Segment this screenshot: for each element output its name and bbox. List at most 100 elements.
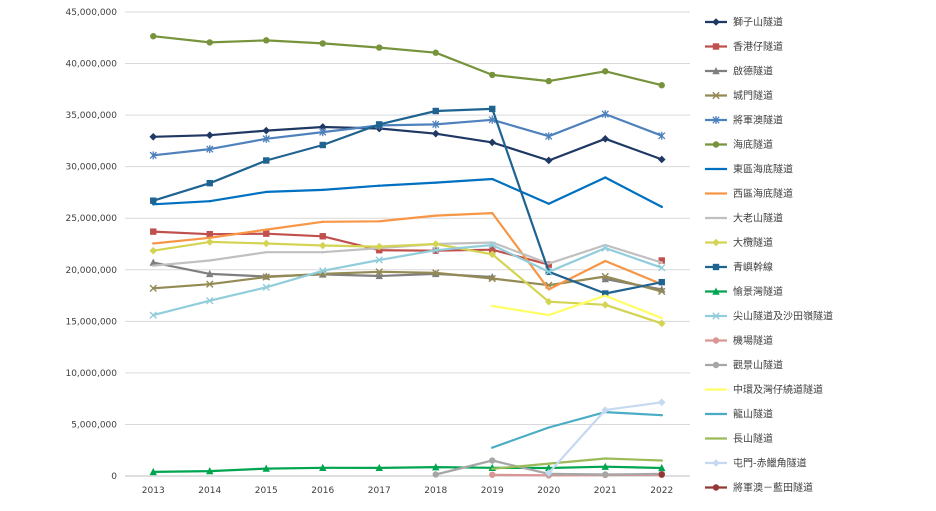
series-10 xyxy=(149,238,666,328)
data-point xyxy=(262,464,270,472)
data-point xyxy=(375,463,383,472)
legend-label: 西區海底隧道 xyxy=(733,187,793,200)
legend-label: 大老山隧道 xyxy=(733,212,783,225)
data-point xyxy=(658,287,666,296)
legend-label: 東區海底隧道 xyxy=(733,163,793,176)
legend-item: 啟德隧道 xyxy=(705,65,773,78)
data-point xyxy=(491,467,494,470)
legend-label: 獅子山隧道 xyxy=(733,16,783,29)
legend: 獅子山隧道香港仔隧道啟德隧道城門隧道將軍澳隧道海底隧道東區海底隧道西區海底隧道大… xyxy=(705,16,833,494)
data-point xyxy=(488,138,497,147)
y-tick-label: 15,000,000 xyxy=(65,317,117,327)
legend-label: 啟德隧道 xyxy=(733,65,773,78)
legend-label: 青嶼幹線 xyxy=(733,261,773,274)
legend-label: 大欖隧道 xyxy=(733,236,773,249)
data-point xyxy=(489,71,496,79)
data-point xyxy=(321,188,324,192)
data-point xyxy=(149,467,157,476)
data-point xyxy=(657,155,666,164)
data-point xyxy=(489,246,496,253)
data-point xyxy=(658,257,665,264)
legend-label: 香港仔隧道 xyxy=(733,40,783,53)
legend-marker xyxy=(712,337,720,344)
series-4 xyxy=(149,268,666,296)
series-lines xyxy=(149,33,666,479)
data-point xyxy=(319,463,327,471)
data-point xyxy=(660,413,663,417)
series-line xyxy=(152,176,663,208)
data-point xyxy=(601,462,609,470)
series-line xyxy=(153,232,662,265)
data-point xyxy=(658,131,666,140)
data-point xyxy=(547,313,550,317)
data-point xyxy=(262,126,271,135)
data-point xyxy=(601,244,609,252)
series-line xyxy=(152,125,663,162)
y-tick-label: 20,000,000 xyxy=(65,266,117,276)
data-point xyxy=(149,246,158,255)
data-point xyxy=(376,121,383,128)
series-7 xyxy=(152,176,663,209)
legend-label: 屯門-赤鱲角隧道 xyxy=(733,457,807,470)
data-point xyxy=(376,44,383,51)
series-5 xyxy=(149,110,666,160)
legend-item: 東區海底隧道 xyxy=(705,163,793,176)
series-line xyxy=(152,465,663,473)
y-tick-label: 40,000,000 xyxy=(65,60,117,70)
legend-label: 觀景山隧道 xyxy=(733,359,783,372)
data-point xyxy=(658,463,666,472)
data-point xyxy=(318,241,327,250)
legend-marker xyxy=(712,287,720,295)
axes: 0 5,000,000 10,000,000 15,000,000 20,000,000… xyxy=(65,8,673,496)
data-point xyxy=(206,179,213,187)
legend-label: 龍山隧道 xyxy=(733,408,773,421)
data-point xyxy=(205,131,214,140)
data-point xyxy=(208,200,211,203)
x-tick-label: 2016 xyxy=(311,486,334,496)
data-point xyxy=(658,264,666,272)
series-16 xyxy=(491,294,663,320)
legend-label: 長山隧道 xyxy=(733,432,773,445)
data-point xyxy=(488,274,496,283)
data-point xyxy=(544,297,553,306)
data-point xyxy=(375,268,383,276)
data-point xyxy=(319,40,326,47)
data-point xyxy=(660,317,663,320)
data-point xyxy=(434,181,437,184)
legend-item: 獅子山隧道 xyxy=(705,16,783,29)
data-point xyxy=(657,398,666,407)
data-point xyxy=(206,269,214,278)
data-point xyxy=(263,230,270,237)
legend-label: 中環及灣仔繞道隧道 xyxy=(733,383,823,396)
legend-marker xyxy=(712,67,720,75)
data-point xyxy=(434,214,437,217)
data-point xyxy=(601,275,609,283)
data-point xyxy=(375,256,383,264)
data-point xyxy=(318,123,327,131)
legend-marker xyxy=(712,238,720,247)
data-point xyxy=(491,446,494,449)
legend-label: 城門隧道 xyxy=(733,89,773,102)
legend-label: 尖山隧道及沙田嶺隧道 xyxy=(733,310,833,323)
series-line xyxy=(152,35,663,87)
data-point xyxy=(150,33,157,40)
data-point xyxy=(149,258,157,266)
data-point xyxy=(544,469,553,477)
data-point xyxy=(375,242,384,251)
legend-item: 將軍澳－藍田隧道 xyxy=(705,481,813,494)
legend-item: 尖山隧道及沙田嶺隧道 xyxy=(705,310,833,323)
data-point xyxy=(262,239,271,248)
legend-item: 中環及灣仔繞道隧道 xyxy=(705,383,823,396)
data-point xyxy=(544,156,553,165)
data-point xyxy=(547,426,550,429)
data-point xyxy=(321,220,324,224)
y-tick-label: 0 xyxy=(111,472,117,482)
data-point xyxy=(206,467,214,475)
series-line xyxy=(152,243,663,317)
data-point xyxy=(601,110,609,119)
data-point xyxy=(206,231,213,238)
data-point xyxy=(149,311,157,319)
data-point xyxy=(660,205,663,209)
data-point xyxy=(262,273,270,281)
legend-item: 長山隧道 xyxy=(705,432,773,445)
